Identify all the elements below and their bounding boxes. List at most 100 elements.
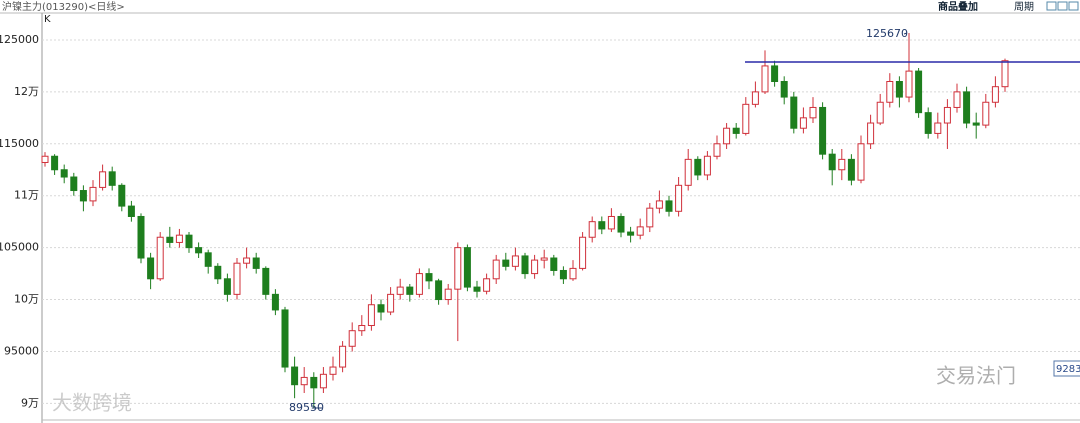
candle-body xyxy=(540,257,548,261)
candle-body xyxy=(454,247,462,290)
candle-body xyxy=(425,273,433,282)
candle-body xyxy=(339,345,347,368)
candle-body xyxy=(396,286,404,295)
candle-body xyxy=(1001,60,1009,88)
candle-body xyxy=(243,257,251,264)
y-tick-label: 10万 xyxy=(14,293,39,306)
candle-body xyxy=(847,158,855,181)
candle-body xyxy=(41,155,49,163)
candle-body xyxy=(483,278,491,292)
candle-body xyxy=(291,366,299,386)
candle-body xyxy=(473,286,481,292)
candle-body xyxy=(166,236,174,243)
candle-body xyxy=(348,330,356,347)
candle-body xyxy=(598,221,606,230)
candle-body xyxy=(435,280,443,301)
candle-body xyxy=(521,255,529,275)
candle-body xyxy=(569,267,577,280)
candle-body xyxy=(771,65,779,82)
candle-body xyxy=(60,169,68,178)
candle-body xyxy=(886,80,894,103)
candle-body xyxy=(924,112,932,134)
candle-body xyxy=(636,226,644,236)
y-tick-label: 11万 xyxy=(14,189,39,202)
min-label: 89550 xyxy=(289,401,324,414)
candle-body xyxy=(358,325,366,332)
candle-body xyxy=(329,366,337,375)
candle-body xyxy=(99,171,107,188)
candle-body xyxy=(281,309,289,368)
candle-body xyxy=(809,106,817,119)
candle-body xyxy=(646,207,654,228)
candle-body xyxy=(694,158,702,176)
candle-body xyxy=(588,221,596,238)
candle-body xyxy=(982,101,990,126)
candle-body xyxy=(147,257,155,280)
y-tick-label: 9万 xyxy=(21,396,39,409)
candle-body xyxy=(991,86,999,103)
candle-body xyxy=(271,293,279,311)
candle-body xyxy=(934,122,942,134)
candle-body xyxy=(444,288,452,301)
candle-body xyxy=(310,376,318,389)
candle-body xyxy=(799,117,807,129)
last-price-label: 92838 xyxy=(1056,364,1080,375)
candle-body xyxy=(492,259,500,280)
candle-body xyxy=(703,155,711,176)
y-tick-label: 115000 xyxy=(0,137,39,150)
candle-body xyxy=(463,247,471,288)
candle-body xyxy=(252,257,260,269)
candle-body xyxy=(617,215,625,233)
candle-body xyxy=(655,200,663,209)
candle-body xyxy=(723,127,731,145)
candle-body xyxy=(857,143,865,181)
candle-body xyxy=(79,190,87,202)
candle-body xyxy=(214,265,222,280)
candle-body xyxy=(963,91,971,124)
candle-body xyxy=(579,236,587,269)
candle-body xyxy=(761,65,769,93)
candle-body xyxy=(838,158,846,171)
candle-body xyxy=(70,176,78,192)
icon-button[interactable] xyxy=(1068,1,1079,11)
overlay-button[interactable]: 商品叠加 xyxy=(938,0,978,13)
candle-body xyxy=(367,304,375,327)
candle-body xyxy=(675,184,683,212)
candle-body xyxy=(742,103,750,134)
period-button[interactable]: 周期 xyxy=(1014,1,1034,13)
candle-body xyxy=(867,122,875,145)
max-label: 125670 xyxy=(866,27,908,40)
y-tick-label: 125000 xyxy=(0,33,39,46)
candle-body xyxy=(511,255,519,267)
candle-body xyxy=(684,158,692,186)
icon-button[interactable] xyxy=(1046,1,1057,11)
icon-button[interactable] xyxy=(1057,1,1068,11)
last-price-box xyxy=(1053,360,1080,377)
candle-body xyxy=(118,184,126,207)
candle-body xyxy=(406,286,414,295)
candle-body xyxy=(607,215,615,230)
candle-body xyxy=(233,262,241,295)
candle-body xyxy=(156,236,164,280)
max-arrow xyxy=(903,32,908,35)
candle-body xyxy=(319,373,327,389)
candle-body xyxy=(732,127,740,134)
watermark: 交易法门 xyxy=(936,364,1016,388)
candle-body xyxy=(531,259,539,275)
candle-body xyxy=(819,106,827,155)
candle-body xyxy=(185,234,193,249)
candle-body xyxy=(550,257,558,271)
candle-body xyxy=(790,96,798,129)
candle-body xyxy=(195,247,203,254)
candle-body xyxy=(137,215,145,259)
candle-body xyxy=(51,155,59,171)
y-tick-label: 105000 xyxy=(0,241,39,254)
candle-body xyxy=(627,231,635,236)
y-tick-label: 12万 xyxy=(14,85,39,98)
candle-body xyxy=(665,200,673,212)
candle-body xyxy=(828,153,836,171)
series-label: K xyxy=(44,14,51,25)
y-tick-label: 95000 xyxy=(4,344,39,357)
